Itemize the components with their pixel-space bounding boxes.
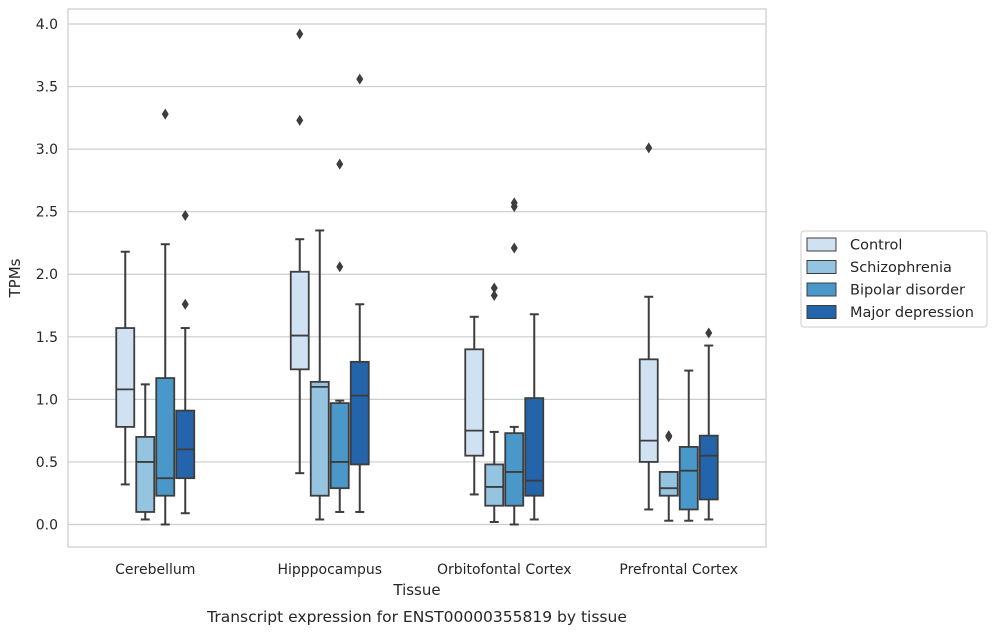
box-iqr — [698, 434, 719, 501]
outlier-point — [356, 73, 364, 85]
y-tick-label: 2.0 — [36, 267, 58, 283]
box-bipolar-disorder — [155, 108, 176, 526]
box-schizophrenia — [135, 383, 156, 521]
legend-label: Control — [850, 238, 902, 254]
y-tick-label: 0.0 — [36, 517, 58, 533]
legend-swatch — [806, 305, 837, 319]
box-bipolar-disorder — [678, 369, 699, 522]
legend-label: Bipolar disorder — [850, 283, 965, 299]
outlier-point — [645, 142, 653, 154]
box-iqr — [524, 397, 545, 497]
box-major-depression — [698, 327, 719, 521]
box-iqr — [504, 432, 525, 507]
box-major-depression — [175, 209, 196, 515]
legend: Control Schizophrenia Bipolar disorder Majo… — [800, 230, 988, 328]
legend-swatch — [806, 237, 837, 252]
outlier-point — [296, 114, 304, 126]
box-iqr — [678, 446, 699, 511]
outlier-point — [161, 108, 169, 120]
x-tick-label: Cerebellum — [115, 562, 195, 578]
outlier-point — [510, 242, 518, 254]
outlier-point — [181, 209, 189, 221]
legend-label: Major depression — [850, 305, 974, 321]
legend-item: Major depression — [806, 305, 974, 321]
outlier-point — [336, 158, 344, 170]
box-major-depression — [524, 313, 545, 521]
y-tick-label: 1.5 — [36, 330, 58, 346]
box-schizophrenia — [484, 282, 505, 523]
plot-frame — [67, 8, 767, 548]
box-iqr — [658, 471, 679, 497]
y-axis-ticks: 0.0 0.5 1.0 1.5 2.0 2.5 3.0 3.5 4.0 — [36, 17, 58, 533]
outlier-point — [336, 261, 344, 273]
legend-item: Schizophrenia — [806, 260, 952, 276]
y-tick-label: 2.5 — [36, 205, 58, 221]
x-tick-label: Prefrontal Cortex — [619, 562, 738, 578]
x-tick-label: Hipppocampus — [277, 562, 382, 578]
outlier-point — [510, 197, 518, 209]
box-iqr — [289, 270, 310, 371]
x-tick-label: Orbitofontal Cortex — [437, 562, 572, 578]
box-iqr — [309, 380, 330, 497]
box-iqr — [135, 435, 156, 513]
y-tick-label: 3.5 — [36, 80, 58, 96]
y-tick-label: 1.0 — [36, 392, 58, 408]
box-control — [464, 315, 485, 496]
box-bipolar-disorder — [329, 158, 350, 513]
box-iqr — [329, 402, 350, 490]
box-iqr — [349, 360, 370, 466]
box-bipolar-disorder — [504, 197, 525, 526]
box-iqr — [464, 348, 485, 457]
outlier-point — [490, 290, 498, 302]
outlier-point — [665, 430, 673, 442]
box-iqr — [175, 409, 196, 480]
box-control — [289, 28, 310, 475]
box-schizophrenia — [309, 229, 330, 521]
box-control — [638, 142, 659, 511]
box-iqr — [115, 327, 136, 428]
y-axis-label: TPMs — [6, 258, 24, 298]
y-tick-label: 0.5 — [36, 455, 58, 471]
box-iqr — [484, 463, 505, 507]
legend-item: Bipolar disorder — [806, 282, 965, 299]
legend-label: Schizophrenia — [850, 260, 952, 276]
outlier-point — [705, 327, 713, 339]
boxes — [115, 28, 719, 526]
box-iqr — [155, 377, 176, 497]
y-tick-label: 3.0 — [36, 142, 58, 158]
box-iqr — [638, 358, 659, 463]
box-schizophrenia — [658, 430, 679, 522]
legend-frame — [800, 230, 988, 328]
outlier-point — [296, 28, 304, 40]
legend-swatch — [806, 282, 837, 297]
x-axis-label: Tissue — [392, 581, 440, 599]
y-tick-label: 4.0 — [36, 17, 58, 33]
legend-item: Control — [806, 237, 902, 254]
outlier-point — [490, 282, 498, 294]
box-control — [115, 250, 136, 486]
outlier-point — [181, 298, 189, 310]
legend-swatch — [806, 260, 837, 274]
box-major-depression — [349, 73, 370, 513]
figure-caption: Transcript expression for ENST0000035581… — [206, 608, 627, 626]
x-axis-ticks: Cerebellum Hipppocampus Orbitofontal Corte… — [115, 562, 738, 578]
